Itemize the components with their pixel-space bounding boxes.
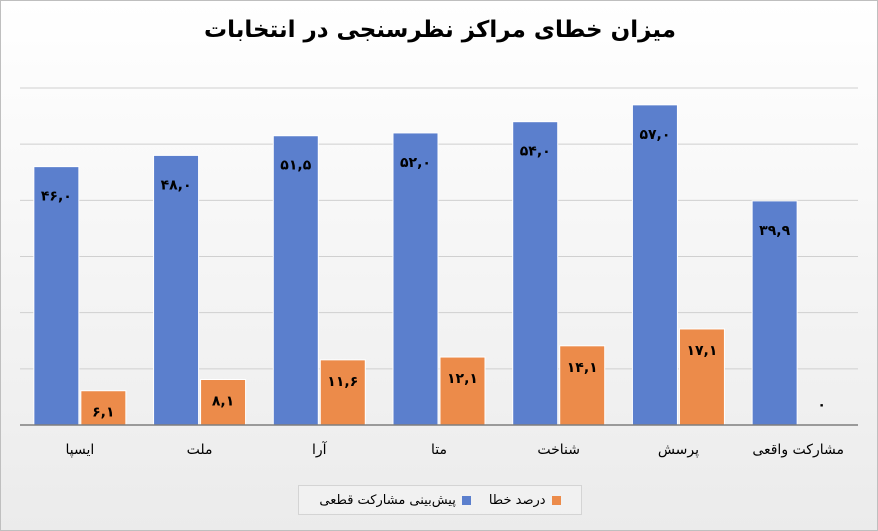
data-label-series1: ۵۷,۰: [639, 127, 670, 143]
data-label-series2: ۰: [817, 397, 826, 413]
data-label-series2: ۱۴,۱: [567, 360, 598, 376]
category-label: متا: [431, 442, 447, 458]
legend-label-series1: پیش‌بینی مشارکت قطعی: [319, 492, 456, 508]
category-label: ملت: [187, 442, 213, 458]
category-labels: ایسپا ملت آرا متا شناخت پرسش مشارکت واقعی: [65, 441, 843, 458]
data-label-series1: ۴۸,۰: [161, 177, 192, 193]
legend-swatch-series2: [551, 495, 561, 505]
bars: [33, 104, 798, 426]
data-label-series1: ۵۲,۰: [400, 155, 431, 171]
data-label-series2: ۱۱,۶: [327, 374, 358, 390]
data-label-series2: ۸,۱: [212, 394, 234, 410]
chart-title: میزان خطای مراکز نظرسنجی در انتخابات: [203, 17, 677, 43]
bar-series2: [439, 356, 486, 426]
data-label-series1: ۳۹,۹: [759, 223, 790, 239]
bar-series2: [559, 345, 606, 426]
category-label: شناخت: [537, 442, 580, 458]
category-label: مشارکت واقعی: [752, 442, 844, 458]
bar-series1: [392, 132, 439, 426]
gridlines: [20, 87, 858, 370]
data-label-series2: ۶,۱: [92, 405, 114, 421]
bar-series1: [153, 154, 200, 426]
legend-item-series1: پیش‌بینی مشارکت قطعی: [319, 492, 471, 508]
bar-series1: [512, 121, 559, 426]
data-label-series1: ۴۶,۰: [41, 189, 72, 205]
category-label: ایسپا: [65, 442, 94, 458]
legend-swatch-series1: [461, 495, 471, 505]
legend-label-series2: درصد خطا: [488, 492, 546, 508]
data-label-series2: ۱۷,۱: [686, 343, 717, 359]
category-label: پرسش: [658, 442, 699, 458]
data-label-series1: ۵۴,۰: [520, 144, 551, 160]
category-label: آرا: [312, 441, 328, 458]
data-label-series2: ۱۲,۱: [447, 371, 478, 387]
legend: پیش‌بینی مشارکت قطعی درصد خطا: [298, 485, 582, 515]
bar-series1: [272, 135, 319, 426]
bar-series1: [33, 166, 80, 426]
legend-item-series2: درصد خطا: [489, 493, 561, 508]
bar-series2: [319, 359, 366, 426]
data-label-series1: ۵۱,۵: [280, 158, 311, 174]
data-labels: ۴۶,۰ ۶,۱ ۴۸,۰ ۸,۱ ۵۱,۵ ۱۱,۶ ۵۲,۰ ۱۲,۱ ۵۴,۰ ۱۴,۱ ۵۷…: [41, 127, 826, 421]
bar-series1: [631, 104, 678, 426]
